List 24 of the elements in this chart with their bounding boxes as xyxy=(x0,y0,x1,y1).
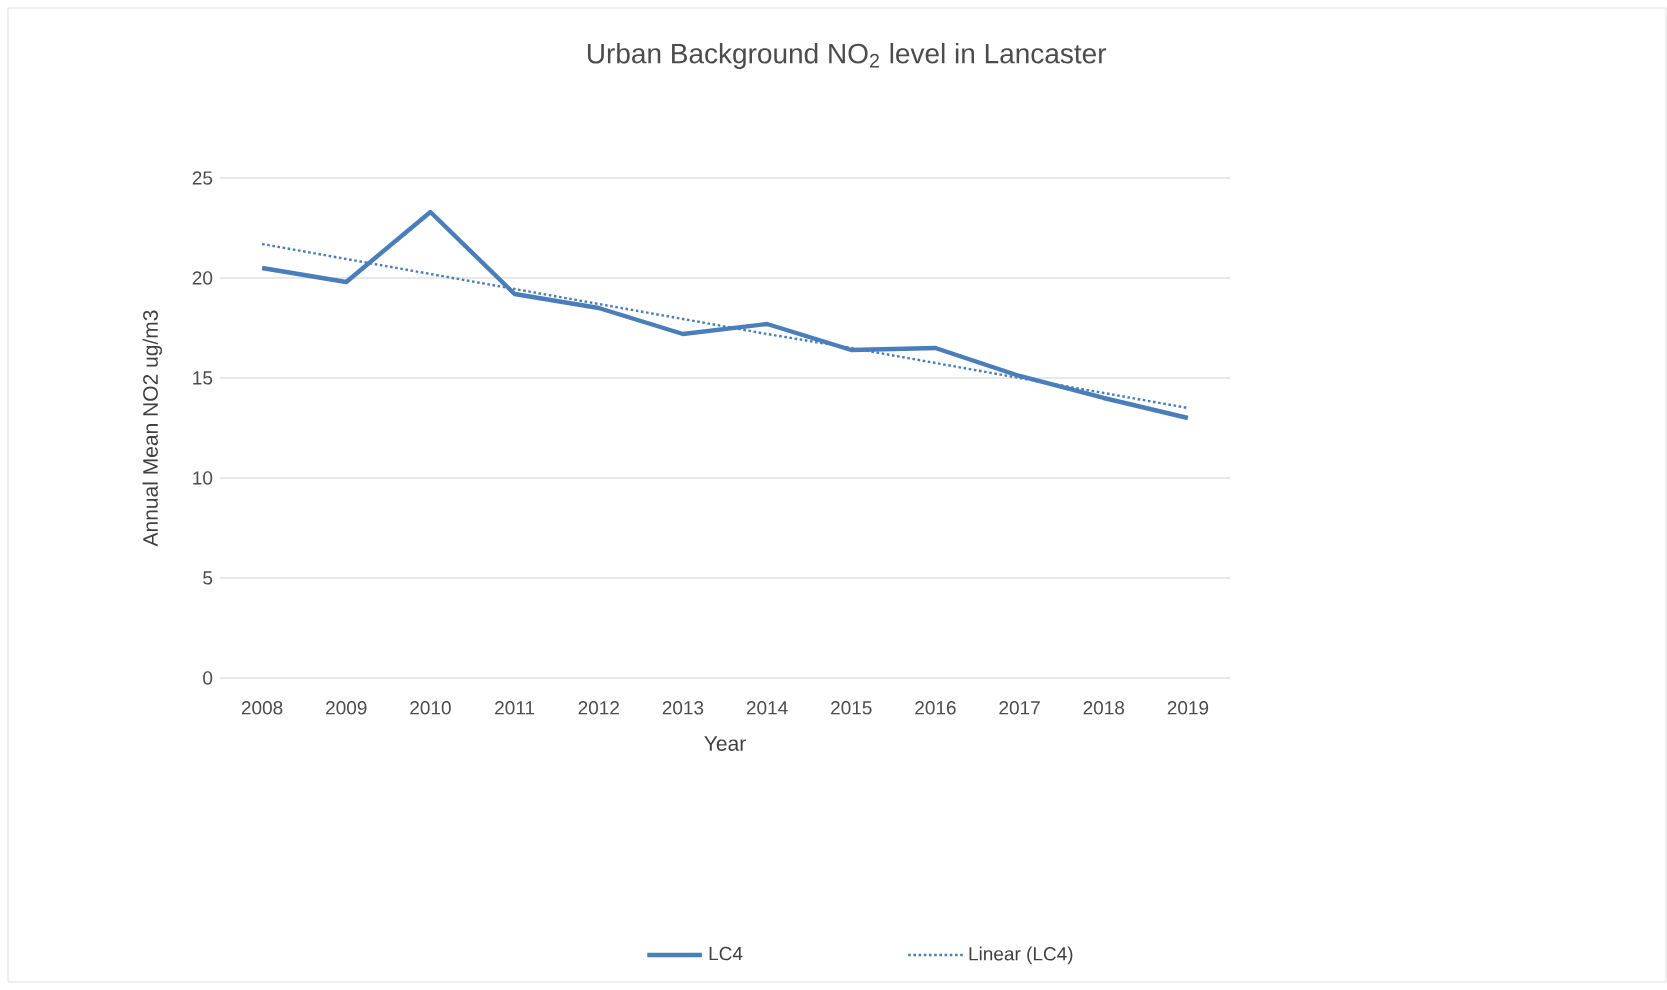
chart-title: Urban Background NO$_{2}$ level in Lancaster xyxy=(587,42,1107,70)
x-tick-label: 2019 xyxy=(1167,701,1209,715)
y-tick-label: 15 xyxy=(193,371,213,385)
y-tick-label: 5 xyxy=(203,571,213,585)
line-series xyxy=(259,209,1191,421)
x-tick-label: 2018 xyxy=(1083,701,1125,715)
x-tick-label: 2009 xyxy=(326,701,367,715)
y-tick-label: 25 xyxy=(192,171,213,185)
x-axis-title: Year xyxy=(704,736,746,751)
x-tick-label: 2016 xyxy=(915,701,956,715)
y-tick-label: 10 xyxy=(193,471,213,485)
x-tick-label: 2010 xyxy=(410,701,451,715)
x-tick-label: 2012 xyxy=(578,701,619,715)
legend-label: LC4 xyxy=(709,946,743,961)
y-axis-title: Annual Mean NO2 ug/m3 xyxy=(142,310,163,547)
x-tick-label: 2015 xyxy=(831,701,872,715)
x-tick-label: 2008 xyxy=(241,701,283,715)
x-tick-label: 2017 xyxy=(999,701,1040,715)
legend-label: Linear (LC4) xyxy=(969,946,1073,965)
y-tick-label: 20 xyxy=(192,271,213,285)
x-tick-label: 2014 xyxy=(746,701,788,715)
y-tick-label: 0 xyxy=(203,671,213,685)
x-tick-label: 2013 xyxy=(662,701,704,715)
x-tick-label: 2011 xyxy=(495,701,535,715)
